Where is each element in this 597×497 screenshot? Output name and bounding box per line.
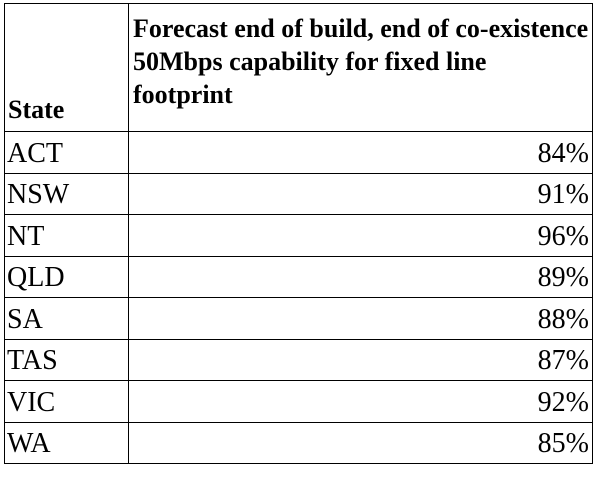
capability-cell: 96% bbox=[128, 214, 593, 257]
table-body: ACT 84% NSW 91% NT 96% QLD 89% SA 88% TA… bbox=[4, 131, 593, 464]
capability-cell: 92% bbox=[128, 380, 593, 423]
capability-cell: 89% bbox=[128, 255, 593, 298]
table-row: QLD 89% bbox=[4, 255, 593, 298]
header-row: State Forecast end of build, end of co-e… bbox=[4, 3, 593, 132]
capability-cell: 85% bbox=[128, 421, 593, 464]
capability-cell: 91% bbox=[128, 172, 593, 215]
capability-table: State Forecast end of build, end of co-e… bbox=[4, 3, 593, 464]
table-row: NT 96% bbox=[4, 214, 593, 257]
capability-cell: 84% bbox=[128, 131, 593, 174]
state-cell: ACT bbox=[4, 131, 129, 174]
capability-cell: 87% bbox=[128, 338, 593, 381]
table-row: TAS 87% bbox=[4, 338, 593, 381]
state-cell: NT bbox=[4, 214, 129, 257]
table-row: NSW 91% bbox=[4, 172, 593, 215]
table-row: SA 88% bbox=[4, 297, 593, 340]
state-cell: TAS bbox=[4, 338, 129, 381]
table-row: VIC 92% bbox=[4, 380, 593, 423]
column-header-state: State bbox=[4, 3, 129, 132]
state-cell: VIC bbox=[4, 380, 129, 423]
column-header-capability: Forecast end of build, end of co-existen… bbox=[128, 3, 593, 132]
table-header: State Forecast end of build, end of co-e… bbox=[4, 3, 593, 132]
table-row: WA 85% bbox=[4, 421, 593, 464]
state-cell: NSW bbox=[4, 172, 129, 215]
state-cell: QLD bbox=[4, 255, 129, 298]
capability-cell: 88% bbox=[128, 297, 593, 340]
table-row: ACT 84% bbox=[4, 131, 593, 174]
state-cell: WA bbox=[4, 421, 129, 464]
state-cell: SA bbox=[4, 297, 129, 340]
